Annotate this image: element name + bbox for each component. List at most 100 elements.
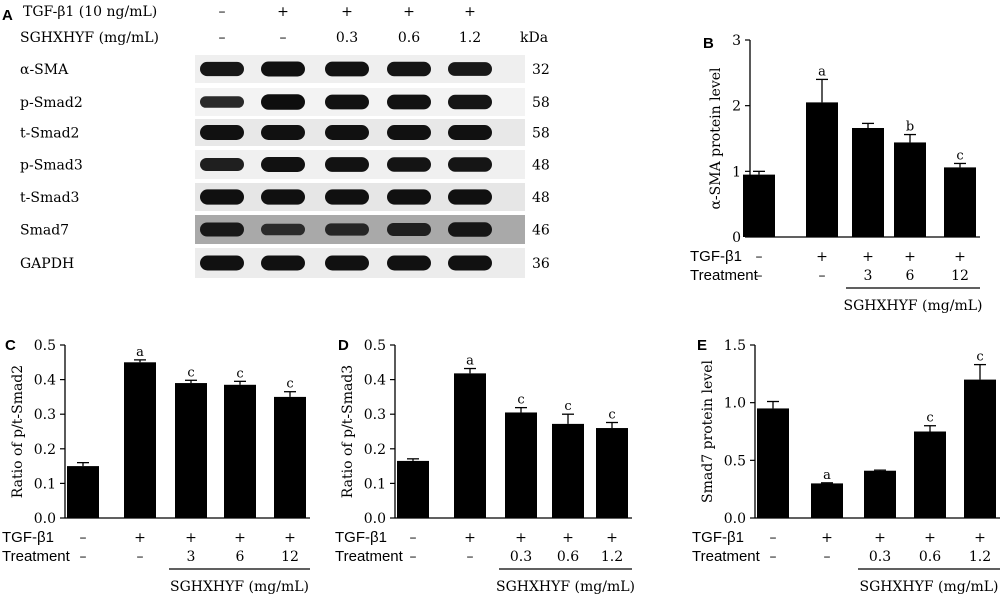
row-value-tgf: + (234, 530, 246, 546)
bar (964, 379, 996, 518)
group-label: SGHXHYF (mg/mL) (496, 579, 635, 594)
row-value-treatment: 0.3 (869, 549, 891, 565)
row-value-treatment: – (137, 549, 144, 565)
blot-band (261, 157, 305, 172)
group-label: SGHXHYF (mg/mL) (859, 579, 998, 594)
bar (852, 127, 884, 237)
row-value-treatment: 0.3 (510, 549, 532, 565)
row-value-treatment: 6 (906, 268, 915, 284)
blot-band (448, 94, 492, 110)
significance-label: a (818, 64, 826, 79)
row-value-tgf: + (185, 530, 197, 546)
row-value-tgf: – (410, 530, 417, 546)
y-tick-label: 0.3 (34, 407, 56, 423)
bar (454, 373, 486, 518)
row-value-tgf: + (904, 249, 916, 265)
blot-band (261, 94, 305, 110)
bar (864, 470, 896, 518)
row-label-tgf: TGF-β1 (2, 529, 54, 546)
row-value-tgf: + (974, 530, 986, 546)
blot-row: t-Smad3 48 (20, 183, 550, 211)
bar (552, 423, 584, 518)
bar (274, 396, 306, 518)
row-value-treatment: – (756, 268, 763, 284)
significance-label: c (926, 411, 933, 426)
blot-band (200, 255, 244, 271)
y-tick-label: 0.0 (364, 511, 386, 527)
y-axis-label: Smad7 protein level (700, 360, 716, 503)
bar (811, 483, 843, 518)
row-value-tgf: + (562, 530, 574, 546)
y-tick-label: 0.2 (364, 442, 386, 458)
row-label-treatment: Treatment (690, 267, 759, 284)
group-label: SGHXHYF (mg/mL) (170, 579, 309, 594)
row-label-tgf: TGF-β1 (692, 529, 744, 546)
row-label-tgf: TGF-β1 (690, 248, 742, 265)
blot-band (200, 125, 244, 140)
panel-letter: C (5, 337, 16, 354)
row-value-tgf: – (80, 530, 87, 546)
blot-band (261, 223, 305, 236)
row-value-treatment: 1.2 (969, 549, 991, 565)
significance-label: a (466, 354, 474, 369)
bar (67, 466, 99, 518)
y-tick-label: 0.2 (34, 442, 56, 458)
row-value-treatment: – (467, 549, 474, 565)
bar (743, 174, 775, 237)
blot-band (448, 222, 492, 237)
blot-kda: 36 (532, 256, 550, 272)
blot-header: TGF-β1 (10 ng/mL) – + + + + SGHXHYF (mg/mL) – – 0… (20, 4, 481, 46)
blot-row: p-Smad3 48 (20, 150, 550, 179)
kda-header: kDa (520, 30, 548, 46)
bar (505, 412, 537, 518)
row-value-treatment: 3 (187, 549, 196, 565)
blot-row-label: p-Smad3 (20, 158, 83, 174)
row-label-treatment: Treatment (692, 548, 761, 565)
blot-band (448, 62, 492, 76)
blot-band (261, 61, 305, 77)
blot-row: t-Smad2 58 (20, 119, 550, 146)
panel-letter: D (338, 337, 349, 354)
blot-band (387, 61, 431, 77)
y-tick-label: 0.1 (364, 476, 386, 492)
blot-band (200, 222, 244, 237)
y-tick-label: 3 (732, 33, 741, 49)
row-value-tgf: – (756, 249, 763, 265)
blot-band (387, 94, 431, 110)
blot-band (325, 61, 369, 77)
blot-row-label: t-Smad2 (20, 126, 79, 142)
row-label-treatment: Treatment (2, 548, 71, 565)
blot-band (387, 223, 431, 236)
blot-band (261, 125, 305, 140)
y-tick-label: 0.5 (364, 338, 386, 354)
row-value-treatment: 6 (236, 549, 245, 565)
blot-band (387, 157, 431, 172)
group-label: SGHXHYF (mg/mL) (843, 298, 982, 314)
significance-label: c (286, 377, 293, 392)
blot-band (387, 125, 431, 140)
blot-kda: 48 (532, 158, 550, 174)
panel-letter: E (697, 337, 707, 354)
bar (124, 362, 156, 518)
blot-header-value: + (277, 4, 289, 20)
significance-label: b (906, 120, 914, 135)
row-value-tgf: + (284, 530, 296, 546)
bar (806, 102, 838, 237)
blot-header-value: + (464, 4, 476, 20)
row-value-tgf: + (606, 530, 618, 546)
blot-header-label-1: SGHXHYF (mg/mL) (20, 30, 159, 46)
blot-band (325, 157, 369, 172)
row-value-tgf: + (515, 530, 527, 546)
y-tick-label: 0.3 (364, 407, 386, 423)
blot-header-value: 0.3 (336, 30, 358, 46)
blot-kda: 46 (532, 223, 550, 239)
row-value-treatment: 12 (281, 549, 299, 565)
row-value-tgf: + (464, 530, 476, 546)
blot-row: GAPDH 36 (20, 248, 550, 278)
blot-header-value: + (341, 4, 353, 20)
y-axis-label: Ratio of p/t-Smad2 (10, 365, 26, 498)
blot-band (200, 61, 244, 77)
significance-label: c (236, 366, 243, 381)
blot-header-value: – (219, 30, 226, 46)
